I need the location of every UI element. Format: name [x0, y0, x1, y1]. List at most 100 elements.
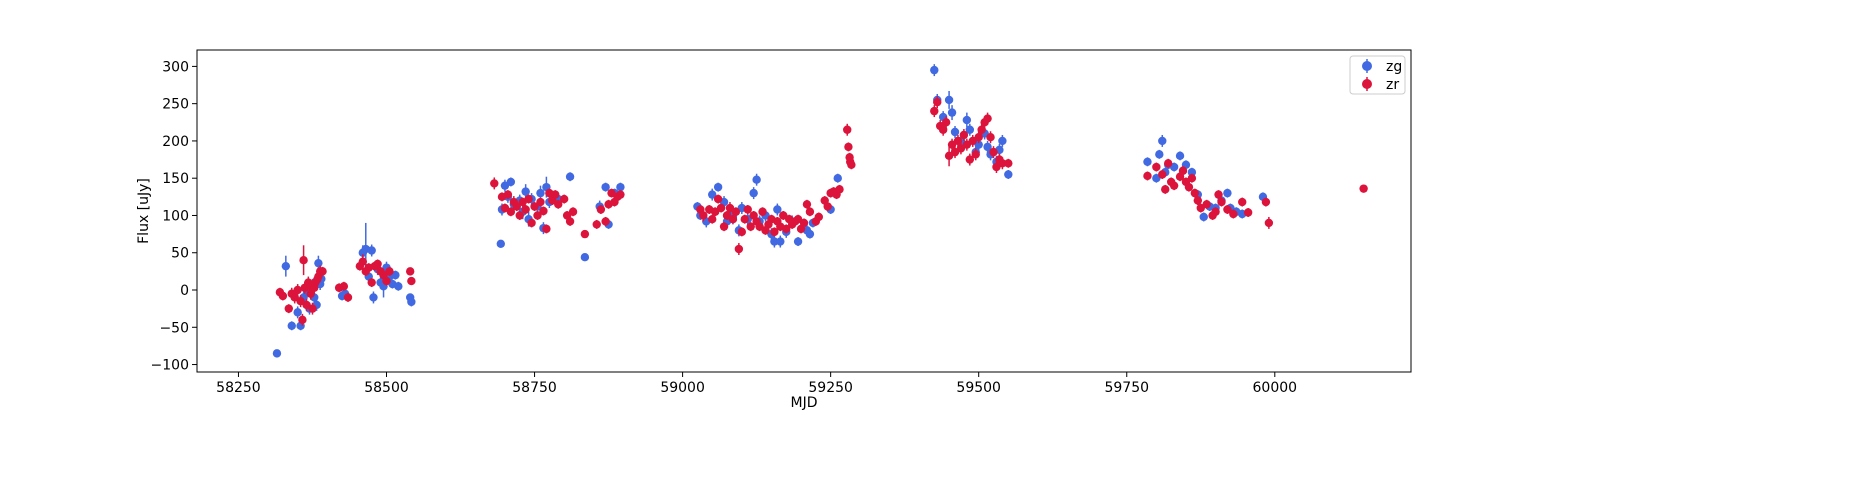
point-zr-78: [719, 222, 729, 231]
point-zg-100: [1004, 170, 1013, 179]
point-zr-148: [1158, 170, 1167, 179]
point-zr-164: [1214, 190, 1223, 199]
point-zr-167: [1229, 209, 1238, 219]
point-zr-2: [284, 304, 293, 313]
point-zr-5: [293, 285, 302, 295]
point-zr-149: [1161, 185, 1170, 194]
point-zg-59: [713, 182, 723, 192]
point-zg-86: [944, 95, 954, 105]
point-zr-8: [299, 255, 308, 265]
point-zr-125: [941, 118, 951, 127]
point-zr-1: [278, 291, 288, 301]
y-tick-label-150: 150: [162, 171, 189, 187]
point-zr-85: [740, 214, 749, 224]
point-zr-147: [1152, 162, 1161, 172]
point-zr-87: [746, 222, 755, 231]
point-zr-169: [1243, 208, 1253, 217]
point-zr-84: [737, 227, 747, 237]
point-zr-170: [1261, 197, 1271, 207]
point-zr-99: [782, 224, 791, 234]
point-zg-67: [749, 188, 758, 198]
legend-entry-zr: zr: [1362, 77, 1399, 93]
point-zr-86: [743, 205, 752, 214]
point-zg-54: [616, 182, 625, 192]
point-zr-37: [490, 179, 499, 188]
point-zr-23: [343, 293, 353, 302]
y-tick-label--50: −50: [159, 320, 189, 336]
x-tick-label-59500: 59500: [956, 380, 1001, 396]
y-tick-label-300: 300: [162, 59, 189, 75]
point-zg-74: [776, 237, 785, 246]
point-zr-33: [382, 276, 391, 286]
point-zr-91: [758, 207, 767, 216]
point-zg-90: [962, 115, 972, 125]
point-zr-82: [731, 207, 741, 216]
point-zg-30: [407, 297, 416, 307]
x-axis-ticks: 58250 58500 58750 59000 59250 59500 59750 60000: [216, 372, 1297, 396]
point-zr-157: [1187, 174, 1197, 183]
point-zg-28: [394, 282, 403, 291]
point-zr-150: [1164, 159, 1173, 168]
point-zr-60: [565, 217, 575, 226]
point-zr-62: [580, 229, 590, 239]
legend-zr-label: zr: [1386, 77, 1399, 93]
x-tick-label-58250: 58250: [216, 380, 261, 396]
point-zg-3: [293, 308, 302, 317]
point-zr-72: [699, 211, 708, 220]
point-zr-35: [405, 267, 415, 276]
point-zr-161: [1202, 200, 1211, 209]
point-zr-43: [512, 202, 521, 211]
point-zr-70: [616, 190, 625, 199]
point-zr-81: [728, 214, 738, 224]
point-zr-58: [559, 194, 569, 204]
point-zr-152: [1169, 181, 1179, 190]
point-zg-104: [1158, 136, 1167, 146]
point-zr-154: [1178, 166, 1188, 175]
point-zg-73: [773, 205, 782, 214]
point-zr-137: [977, 125, 986, 134]
point-zr-106: [802, 200, 812, 209]
y-axis-label: Flux [uJy]: [136, 178, 152, 244]
legend-zr-marker: [1362, 79, 1372, 89]
point-zr-172: [1359, 184, 1368, 193]
point-zr-36: [407, 276, 416, 286]
point-zr-115: [835, 185, 844, 194]
y-tick-label-250: 250: [162, 97, 189, 113]
point-zg-72: [770, 237, 779, 246]
point-zg-83: [930, 65, 939, 75]
point-zr-144: [998, 159, 1007, 168]
x-tick-label-59000: 59000: [660, 380, 705, 396]
point-zr-53: [542, 224, 551, 234]
y-tick-label-100: 100: [162, 208, 189, 224]
point-zr-133: [965, 155, 975, 164]
legend-zg-label: zg: [1386, 59, 1402, 75]
y-axis-ticks: −100 −50 0 50 100 150 200 250 300: [151, 59, 197, 374]
legend-entry-zg: zg: [1362, 59, 1402, 75]
point-zr-30: [373, 259, 382, 269]
point-zr-63: [592, 220, 601, 229]
point-zr-124: [938, 125, 948, 134]
point-zg-43: [536, 188, 545, 198]
point-zr-165: [1217, 197, 1226, 207]
point-zg-1: [281, 261, 291, 271]
point-zr-109: [814, 212, 824, 222]
axes-frame: [196, 49, 1412, 373]
x-tick-label-58500: 58500: [364, 380, 409, 396]
point-zr-74: [708, 214, 717, 224]
point-zr-95: [770, 227, 779, 237]
point-zr-163: [1211, 207, 1220, 216]
point-zg-99: [998, 136, 1007, 146]
point-zr-135: [971, 150, 980, 159]
data-points-layer: [272, 64, 1368, 358]
point-zr-145: [1004, 159, 1013, 168]
point-zg-77: [793, 237, 803, 246]
point-zr-50: [533, 211, 542, 220]
point-zr-117: [844, 142, 853, 152]
point-zr-159: [1193, 196, 1203, 205]
point-zg-116: [1223, 188, 1232, 198]
point-zr-56: [551, 190, 560, 199]
point-zr-76: [713, 194, 723, 204]
point-zg-58: [708, 190, 717, 199]
